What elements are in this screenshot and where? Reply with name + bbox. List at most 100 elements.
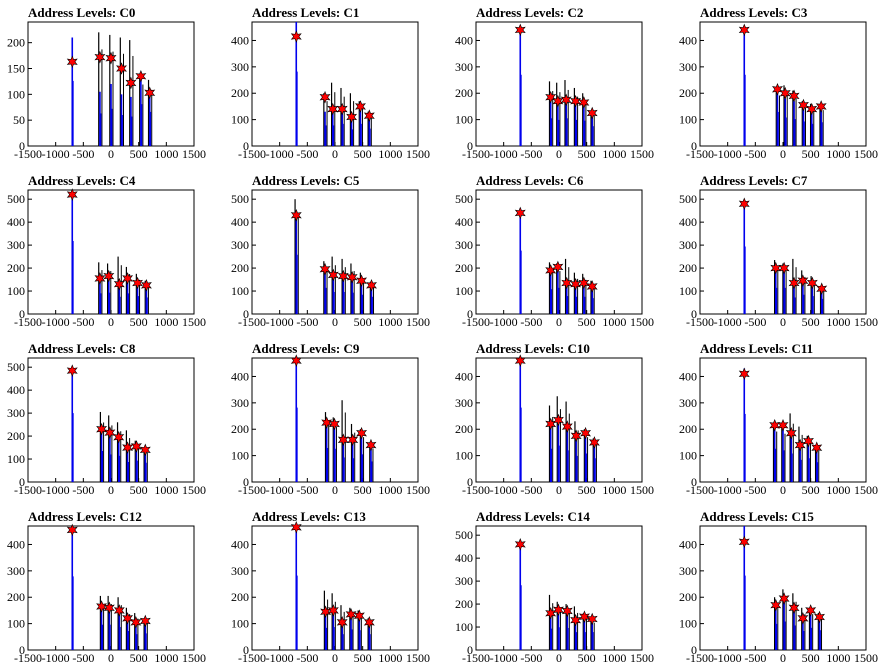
chart-panel-2: Address Levels: C2 0 100 200 300 400 -1500 -100… [455, 5, 654, 161]
chart-panel-4: Address Levels: C40100200300400500-1500-… [7, 173, 206, 329]
star-marker [346, 110, 358, 124]
star-marker [578, 610, 590, 624]
chart-title: Address Levels: C1 [252, 5, 359, 20]
chart-title: Address Levels: C7 [700, 173, 808, 188]
x-tick-label: -500 [520, 315, 542, 329]
chart-title: Address Levels: C3 [700, 5, 808, 20]
star-marker [771, 82, 783, 96]
y-tick-label: 200 [679, 261, 697, 275]
y-tick-label: 0 [19, 643, 25, 657]
star-marker [328, 417, 340, 431]
x-tick-label: -500 [744, 651, 766, 665]
star-marker [806, 276, 818, 290]
star-marker [113, 430, 125, 444]
star-marker [545, 606, 557, 620]
x-tick-label: -1000 [266, 147, 294, 161]
y-tick-label: 500 [231, 192, 249, 206]
y-tick-label: 0 [467, 475, 473, 489]
y-tick-label: 100 [231, 113, 249, 127]
star-marker [552, 260, 564, 274]
star-marker [365, 438, 377, 452]
y-tick-label: 300 [7, 564, 25, 578]
y-tick-label: 300 [231, 60, 249, 74]
star-marker [770, 598, 782, 612]
x-tick-label: 1500 [630, 147, 654, 161]
x-tick-label: 1000 [378, 147, 402, 161]
x-tick-label: 1000 [826, 483, 850, 497]
star-marker [816, 282, 828, 296]
x-tick-label: -1000 [490, 147, 518, 161]
x-tick-label: 500 [802, 483, 820, 497]
star-marker [347, 433, 359, 447]
x-tick-label: 1000 [378, 315, 402, 329]
star-marker [561, 420, 573, 433]
x-tick-label: -1000 [714, 651, 742, 665]
star-marker [103, 269, 115, 283]
chart-title: Address Levels: C14 [476, 509, 590, 524]
x-tick-label: -1500 [238, 147, 266, 161]
star-marker [122, 272, 134, 285]
x-tick-label: -500 [72, 147, 94, 161]
x-tick-label: -500 [72, 315, 94, 329]
y-tick-label: 100 [455, 620, 473, 634]
x-tick-label: 0 [780, 651, 786, 665]
y-tick-label: 400 [7, 537, 25, 551]
star-marker [514, 538, 526, 551]
star-marker [814, 610, 825, 624]
star-marker [345, 608, 357, 621]
star-marker [802, 434, 814, 448]
x-tick-label: 0 [108, 483, 114, 497]
y-tick-label: 300 [231, 564, 249, 578]
y-tick-label: 100 [7, 87, 25, 101]
x-tick-label: 500 [354, 315, 372, 329]
x-tick-label: -500 [744, 147, 766, 161]
x-tick-label: 500 [130, 147, 148, 161]
y-tick-label: 200 [679, 590, 697, 604]
star-marker [778, 261, 790, 275]
y-tick-label: 0 [19, 139, 25, 153]
x-tick-label: 0 [780, 315, 786, 329]
chart-panel-12: Address Levels: C12 0 100 200 300 400 -1500 -10… [7, 509, 206, 665]
chart-title: Address Levels: C5 [252, 173, 360, 188]
x-tick-label: 0 [556, 483, 562, 497]
x-tick-label: 0 [556, 147, 562, 161]
star-marker [336, 102, 348, 116]
y-tick-label: 500 [7, 360, 25, 374]
x-tick-label: 1000 [154, 651, 178, 665]
x-tick-label: -1500 [238, 651, 266, 665]
star-marker [560, 93, 572, 107]
y-tick-label: 400 [679, 33, 697, 47]
x-tick-label: -1000 [42, 315, 70, 329]
x-tick-label: -500 [296, 651, 318, 665]
y-tick-label: 300 [679, 396, 697, 410]
plot-frame [699, 21, 867, 147]
y-tick-label: 0 [243, 475, 249, 489]
y-tick-label: 400 [455, 551, 473, 565]
star-marker [132, 276, 144, 290]
y-tick-label: 300 [455, 60, 473, 74]
star-marker [135, 69, 147, 83]
x-tick-label: 500 [354, 651, 372, 665]
x-tick-label: 1500 [854, 483, 878, 497]
x-tick-label: 500 [802, 651, 820, 665]
chart-title: Address Levels: C13 [252, 509, 366, 524]
y-tick-label: 50 [13, 113, 25, 127]
y-tick-label: 400 [679, 369, 697, 383]
x-tick-label: -1500 [462, 315, 490, 329]
y-tick-label: 0 [467, 307, 473, 321]
star-marker [319, 262, 331, 276]
star-marker [798, 98, 809, 112]
star-marker [139, 614, 151, 628]
x-tick-label: -500 [72, 483, 94, 497]
y-tick-label: 200 [231, 422, 249, 436]
x-tick-label: 1000 [602, 315, 626, 329]
x-tick-label: 1500 [630, 315, 654, 329]
chart-title: Address Levels: C15 [700, 509, 814, 524]
x-tick-label: -1000 [42, 651, 70, 665]
y-tick-label: 400 [231, 369, 249, 383]
y-tick-label: 300 [7, 238, 25, 252]
star-marker [788, 89, 800, 103]
x-tick-label: 500 [802, 315, 820, 329]
x-tick-label: -500 [296, 147, 318, 161]
x-tick-label: 1500 [406, 651, 430, 665]
